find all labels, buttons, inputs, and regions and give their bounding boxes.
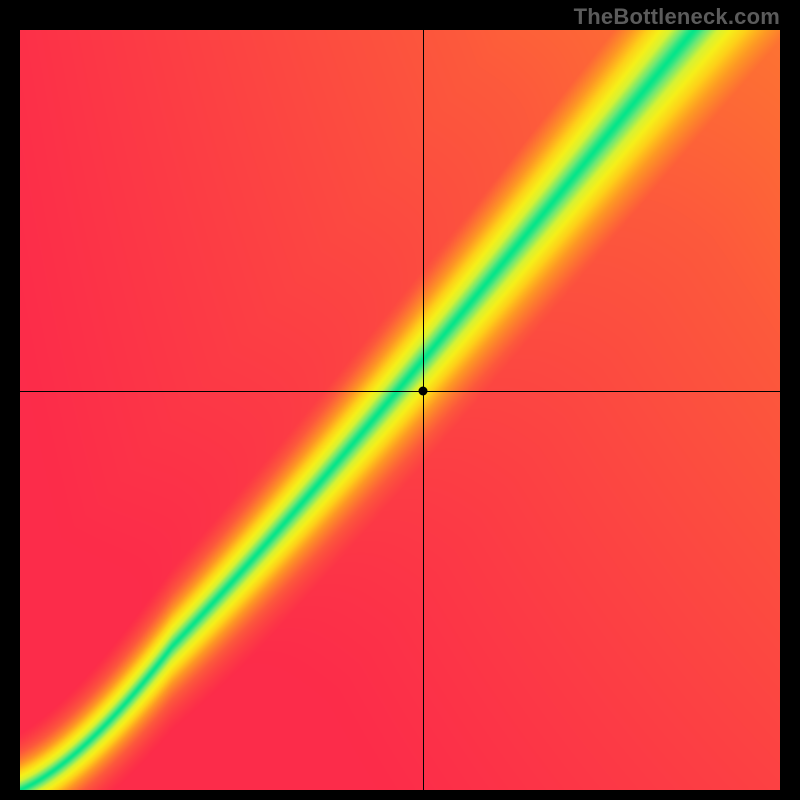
chart-frame: TheBottleneck.com bbox=[0, 0, 800, 800]
heatmap-plot bbox=[20, 30, 780, 790]
watermark-text: TheBottleneck.com bbox=[574, 4, 780, 30]
heatmap-canvas bbox=[20, 30, 780, 790]
marker-dot bbox=[418, 387, 427, 396]
crosshair-vertical bbox=[423, 30, 424, 790]
crosshair-horizontal bbox=[20, 391, 780, 392]
